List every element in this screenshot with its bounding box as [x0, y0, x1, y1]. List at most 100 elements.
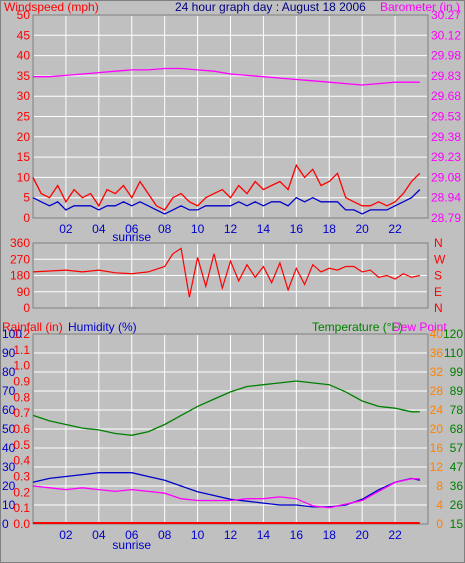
- compass-tick: N: [434, 236, 443, 250]
- x-tick-top: 04: [92, 222, 106, 236]
- x-tick-bottom: 04: [92, 528, 106, 542]
- windspeed-tick: 35: [17, 69, 31, 83]
- barometer-tick: 29.53: [431, 110, 461, 124]
- x-tick-bottom: 10: [191, 528, 205, 542]
- windspeed-tick: 20: [17, 130, 31, 144]
- rainfall-tick: 0.0: [13, 517, 30, 531]
- dewpoint-tick: 16: [430, 441, 444, 455]
- humidity-tick: 10: [2, 498, 16, 512]
- x-tick-top: 16: [290, 222, 304, 236]
- grid-layer: [34, 16, 427, 523]
- barometer-tick: 29.98: [431, 49, 461, 63]
- compass-tick: E: [434, 285, 442, 299]
- direction-tick: 360: [10, 236, 30, 250]
- windspeed-tick: 5: [23, 191, 30, 205]
- temperature-tick: 78: [450, 403, 464, 417]
- dewpoint-tick: 28: [430, 384, 444, 398]
- barometer-tick: 29.68: [431, 89, 461, 103]
- barometer-tick: 29.38: [431, 130, 461, 144]
- sunrise-label-top: sunrise: [112, 230, 151, 244]
- temperature-tick: 68: [450, 422, 464, 436]
- humidity-label: Humidity (%): [68, 320, 137, 334]
- direction-tick: 0: [23, 301, 30, 315]
- barometer-tick: 30.27: [431, 8, 461, 22]
- dewpoint-tick: 20: [430, 422, 444, 436]
- humidity-tick: 0: [2, 517, 9, 531]
- direction-tick: 90: [17, 285, 31, 299]
- compass-tick: W: [434, 252, 446, 266]
- sunrise-label-bottom: sunrise: [112, 538, 151, 552]
- x-tick-bottom: 08: [158, 528, 172, 542]
- barometer-tick: 28.79: [431, 211, 461, 225]
- x-tick-top: 14: [257, 222, 271, 236]
- dewpoint-tick: 4: [436, 498, 443, 512]
- x-tick-top: 10: [191, 222, 205, 236]
- barometer-tick: 29.08: [431, 170, 461, 184]
- x-tick-top: 20: [355, 222, 369, 236]
- dewpoint-tick: 40: [430, 327, 444, 341]
- windspeed-label: Windspeed (mph): [4, 0, 99, 14]
- windspeed-tick: 30: [17, 89, 31, 103]
- barometer-line: [33, 67, 420, 86]
- temperature-tick: 89: [450, 384, 464, 398]
- temperature-label: Temperature (°F): [312, 320, 403, 334]
- dewpoint-tick: 0: [436, 517, 443, 531]
- rainfall-label: Rainfall (in): [2, 320, 63, 334]
- rainfall-tick: 0.1: [13, 501, 30, 515]
- gust-line: [32, 189, 421, 215]
- rainfall-tick: 0.9: [13, 375, 30, 389]
- barometer-tick: 28.94: [431, 191, 461, 205]
- rainfall-tick: 0.7: [13, 406, 30, 420]
- rainfall-tick: 0.2: [13, 485, 30, 499]
- barometer-label: Barometer (in.): [380, 0, 460, 14]
- compass-tick: N: [434, 301, 443, 315]
- temperature-tick: 36: [450, 479, 464, 493]
- humidity-tick: 40: [2, 441, 16, 455]
- x-tick-bottom: 20: [355, 528, 369, 542]
- windspeed-line: [32, 163, 421, 211]
- x-tick-top: 08: [158, 222, 172, 236]
- windspeed-tick: 0: [23, 211, 30, 225]
- humidity-line: [32, 472, 420, 508]
- barometer-tick: 29.23: [431, 150, 461, 164]
- windspeed-tick: 45: [17, 28, 31, 42]
- humidity-tick: 100: [2, 327, 22, 341]
- x-tick-bottom: 12: [224, 528, 238, 542]
- windspeed-tick: 40: [17, 49, 31, 63]
- rainfall-tick: 0.6: [13, 422, 30, 436]
- humidity-tick: 90: [2, 346, 16, 360]
- rainfall-tick: 1.2: [13, 327, 30, 341]
- direction-line: [32, 247, 420, 298]
- temperature-tick: 26: [450, 498, 464, 512]
- x-tick-top: 22: [388, 222, 402, 236]
- dewpoint-tick: 12: [430, 460, 444, 474]
- windspeed-tick: 10: [17, 170, 31, 184]
- temperature-tick: 110: [444, 346, 463, 360]
- axis-layer: 5045403530252015105030.2730.1229.9829.83…: [2, 8, 463, 552]
- x-tick-bottom: 22: [388, 528, 402, 542]
- x-tick-bottom: 02: [59, 528, 73, 542]
- x-tick-top: 12: [224, 222, 238, 236]
- windspeed-tick: 15: [17, 150, 31, 164]
- humidity-tick: 70: [2, 384, 16, 398]
- direction-tick: 270: [10, 252, 30, 266]
- dewpoint-tick: 32: [430, 365, 444, 379]
- temperature-tick: 120: [443, 327, 463, 341]
- dewpoint-line: [32, 478, 420, 509]
- temperature-tick: 99: [450, 365, 464, 379]
- humidity-tick: 20: [2, 479, 16, 493]
- temperature-tick: 15: [450, 517, 464, 531]
- rainfall-tick: 0.3: [13, 470, 30, 484]
- temperature-tick: 57: [450, 441, 464, 455]
- dewpoint-label: Dew Point: [392, 320, 447, 334]
- windspeed-tick: 50: [17, 8, 31, 22]
- series-layer: [32, 67, 421, 524]
- direction-tick: 180: [10, 269, 30, 283]
- x-tick-top: 18: [323, 222, 337, 236]
- humidity-tick: 60: [2, 403, 16, 417]
- barometer-tick: 29.83: [431, 69, 461, 83]
- x-tick-bottom: 14: [257, 528, 271, 542]
- x-tick-bottom: 16: [290, 528, 304, 542]
